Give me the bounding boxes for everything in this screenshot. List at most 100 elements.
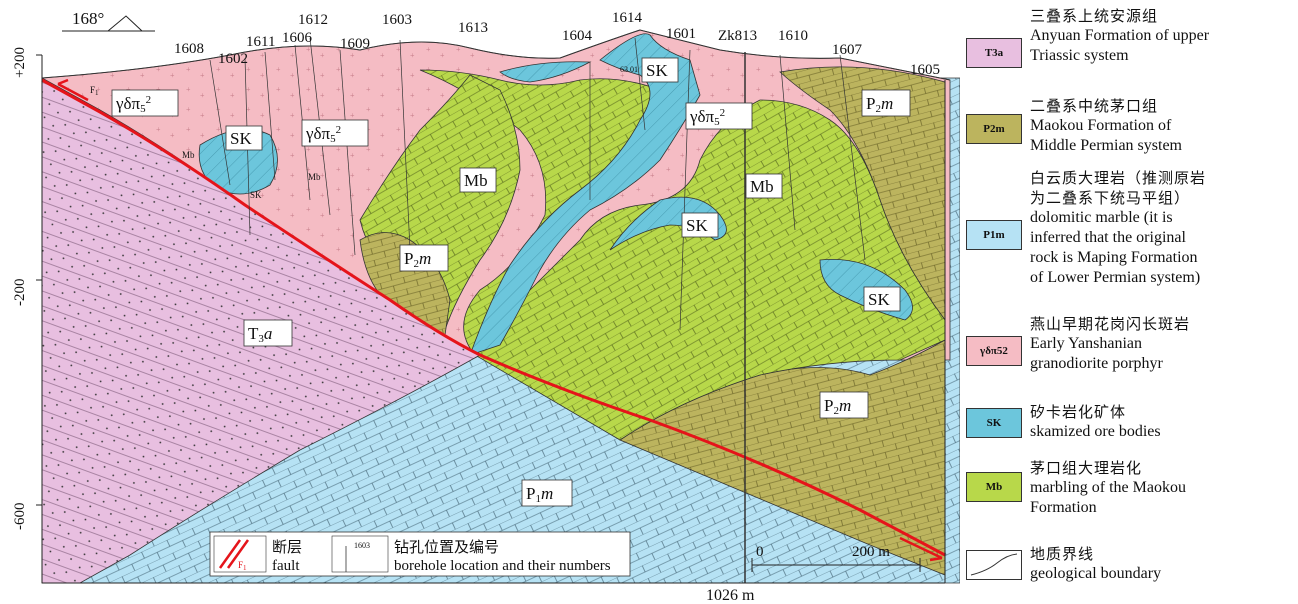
legend-mb-zh: 茅口组大理岩化 bbox=[1030, 459, 1143, 477]
legend-p1m-en-2: inferred that the original bbox=[1030, 229, 1186, 246]
fault-label-f1: F1 bbox=[90, 85, 99, 97]
svg-text:Mb: Mb bbox=[750, 177, 774, 196]
unit-label-gdp-3: γδπ52 bbox=[685, 102, 753, 130]
svg-text:SK: SK bbox=[230, 129, 252, 148]
legend-swatch-t3a: T3a bbox=[966, 38, 1022, 68]
legend-swatch-sk: SK bbox=[966, 408, 1022, 438]
unit-sk-5 bbox=[499, 61, 592, 83]
svg-text:P2m: P2m bbox=[824, 396, 851, 417]
legend-p2m-en-1: Maokou Formation of bbox=[1030, 117, 1172, 134]
inline-legend: F1 断层 fault 1603 钻孔位置及编号 borehole locati… bbox=[209, 531, 631, 577]
legend-swatch-mb: Mb bbox=[966, 472, 1022, 502]
svg-text:SK: SK bbox=[686, 216, 708, 235]
svg-text:T3a: T3a bbox=[248, 324, 272, 345]
legend-t3a-zh: 三叠系上统安源组 bbox=[1030, 7, 1159, 25]
fault-f1-arrow-bottom bbox=[899, 536, 943, 562]
section-frame bbox=[36, 54, 946, 584]
legend-gdp-en-2: granodiorite porphyr bbox=[1030, 355, 1163, 372]
unit-label-p1m: P1m bbox=[521, 479, 573, 507]
borehole-label-1611: 1611 bbox=[246, 34, 275, 50]
scale-start: 0 bbox=[756, 544, 764, 560]
fault-f1 bbox=[41, 78, 946, 557]
svg-text:Mb: Mb bbox=[464, 171, 488, 190]
legend-swatch-gdp: γδπ52 bbox=[966, 336, 1022, 366]
unit-label-mb-small-2: Mb bbox=[308, 172, 321, 182]
legend-p1m-en-3: rock is Maping Formation bbox=[1030, 249, 1198, 266]
legend-panel: T3a 三叠系上统安源组 Anyuan Formation of upper T… bbox=[962, 0, 1298, 604]
legend-gdp-zh: 燕山早期花岗闪长斑岩 bbox=[1030, 315, 1191, 333]
legend-sk-zh: 矽卡岩化矿体 bbox=[1030, 403, 1127, 421]
unit-sk-1 bbox=[469, 33, 701, 356]
svg-text:F1: F1 bbox=[238, 560, 247, 572]
svg-text:P2m: P2m bbox=[404, 249, 431, 270]
svg-text:P2m: P2m bbox=[866, 94, 893, 115]
borehole-label-zk813: Zk813 bbox=[718, 28, 757, 44]
borehole-label-1606: 1606 bbox=[282, 30, 313, 46]
legend-p1m-zh: 白云质大理岩（推测原岩 bbox=[1030, 169, 1207, 187]
unit-label-sk-3: SK bbox=[681, 212, 719, 238]
legend-swatch-boundary bbox=[966, 550, 1022, 580]
unit-label-p2m-2: P2m bbox=[861, 89, 911, 117]
borehole-label-1602: 1602 bbox=[218, 51, 248, 67]
svg-text:SK: SK bbox=[868, 290, 890, 309]
borehole-label-1604: 1604 bbox=[562, 28, 593, 44]
legend-p2m-zh: 二叠系中统茅口组 bbox=[1030, 97, 1159, 115]
unit-label-sk-2: SK bbox=[641, 57, 679, 83]
inline-borehole-en: borehole location and their numbers bbox=[394, 558, 611, 574]
boundary-line-icon bbox=[970, 553, 1018, 576]
borehole-label-1605: 1605 bbox=[910, 62, 940, 78]
legend-sk-en-1: skamized ore bodies bbox=[1030, 423, 1161, 440]
borehole-label-1614: 1614 bbox=[612, 10, 643, 26]
borehole-label-1610: 1610 bbox=[778, 28, 808, 44]
geological-cross-section: + + bbox=[12, 9, 960, 604]
legend-p1m-zh2: 为二叠系下统马平组） bbox=[1030, 189, 1191, 207]
topographic-surface bbox=[41, 29, 951, 81]
depth-tick-2: -600 bbox=[12, 503, 28, 531]
legend-p2m-en-2: Middle Permian system bbox=[1030, 137, 1182, 154]
orientation-marker: 168° bbox=[62, 9, 155, 32]
legend-mb-en-1: marbling of the Maokou bbox=[1030, 479, 1186, 496]
unit-label-gdp-1: γδπ52 bbox=[111, 89, 179, 117]
sample-label: 63.01 bbox=[620, 65, 638, 74]
legend-t3a-en-2: Triassic system bbox=[1030, 47, 1129, 64]
borehole-label-1601: 1601 bbox=[666, 26, 696, 42]
legend-p1m-en-4: of Lower Permian system) bbox=[1030, 269, 1201, 286]
legend-p1m-en-1: dolomitic marble (it is bbox=[1030, 209, 1173, 226]
legend-boundary-zh: 地质界线 bbox=[1030, 545, 1095, 563]
borehole-label-1609: 1609 bbox=[340, 36, 370, 52]
inline-fault-en: fault bbox=[272, 558, 300, 574]
scale-end: 200 m bbox=[852, 544, 890, 560]
unit-label-sk-4: SK bbox=[863, 286, 901, 312]
depth-tick-1: -200 bbox=[12, 279, 28, 307]
unit-label-mb-2: Mb bbox=[745, 173, 783, 199]
legend-t3a-en-1: Anyuan Formation of upper bbox=[1030, 27, 1210, 44]
azimuth-label: 168° bbox=[72, 9, 104, 28]
unit-label-p2m-1: P2m bbox=[399, 244, 449, 272]
borehole-label-1613: 1613 bbox=[458, 20, 488, 36]
inline-borehole-zh: 钻孔位置及编号 bbox=[394, 539, 499, 556]
unit-label-t3a: T3a bbox=[243, 319, 293, 347]
legend-mb-en-2: Formation bbox=[1030, 499, 1097, 516]
inline-borehole-sample: 1603 bbox=[354, 541, 370, 550]
legend-swatch-p1m: P1m bbox=[966, 220, 1022, 250]
unit-label-gdp-2: γδπ52 bbox=[301, 119, 369, 147]
borehole-label-1612: 1612 bbox=[298, 12, 328, 28]
svg-text:P1m: P1m bbox=[526, 484, 553, 505]
borehole-label-1607: 1607 bbox=[832, 42, 863, 58]
unit-label-mb-1: Mb bbox=[459, 167, 497, 193]
bottom-length-label: 1026 m bbox=[706, 587, 755, 604]
svg-text:SK: SK bbox=[646, 61, 668, 80]
unit-label-sk-small: SK bbox=[250, 190, 262, 200]
borehole-label-1608: 1608 bbox=[174, 41, 204, 57]
borehole-label-1603: 1603 bbox=[382, 12, 412, 28]
inline-fault-zh: 断层 bbox=[272, 539, 302, 556]
fault-f1-arrow-top bbox=[57, 78, 89, 102]
legend-boundary-en-1: geological boundary bbox=[1030, 565, 1162, 582]
legend-gdp-en-1: Early Yanshanian bbox=[1030, 335, 1142, 352]
unit-label-p2m-3: P2m bbox=[819, 391, 869, 419]
legend-swatch-p2m: P2m bbox=[966, 114, 1022, 144]
unit-label-sk-1: SK bbox=[225, 125, 263, 151]
depth-tick-0: +200 bbox=[12, 47, 28, 78]
scale-bar: 0 200 m bbox=[751, 544, 921, 572]
unit-label-mb-small-1: Mb bbox=[182, 150, 195, 160]
